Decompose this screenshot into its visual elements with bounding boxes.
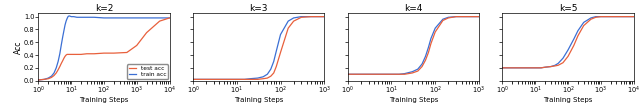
Legend: test acc, train acc: test acc, train acc: [127, 64, 168, 79]
Title: k=2: k=2: [95, 4, 113, 13]
X-axis label: Training Steps: Training Steps: [388, 97, 438, 103]
X-axis label: Training Steps: Training Steps: [543, 97, 593, 103]
Title: k=5: k=5: [559, 4, 577, 13]
X-axis label: Training Steps: Training Steps: [234, 97, 284, 103]
Title: k=4: k=4: [404, 4, 422, 13]
Y-axis label: Acc: Acc: [13, 40, 22, 54]
Title: k=3: k=3: [250, 4, 268, 13]
X-axis label: Training Steps: Training Steps: [79, 97, 129, 103]
